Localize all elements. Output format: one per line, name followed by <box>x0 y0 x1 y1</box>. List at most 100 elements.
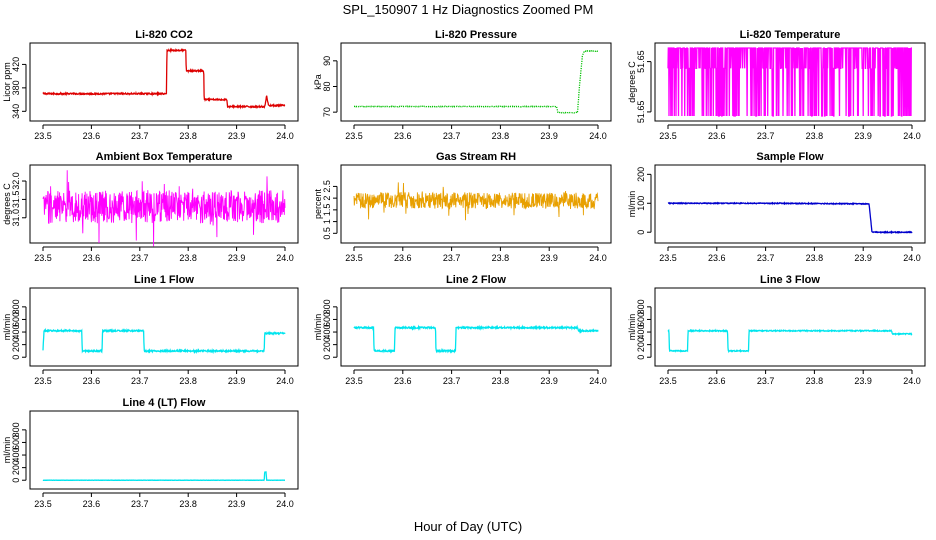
series-line-1 <box>42 170 286 247</box>
panel-4: Ambient Box Temperature degrees C 23.5 23.6… <box>2 151 299 263</box>
series-line-1 <box>354 49 598 115</box>
panel-title: Li-820 Pressure <box>435 29 517 41</box>
x-tick-label: 23.9 <box>540 253 558 263</box>
x-tick-label: 23.9 <box>854 131 872 141</box>
y-tick-label: 31.5 <box>11 191 21 209</box>
panel-title: Ambient Box Temperature <box>96 151 233 163</box>
y-tick-label: 800 <box>322 299 332 314</box>
y-tick-label: 200 <box>636 167 646 182</box>
x-tick-label: 23.5 <box>34 253 52 263</box>
x-tick-label: 23.6 <box>708 131 726 141</box>
x-tick-label: 23.6 <box>83 253 101 263</box>
y-tick-label: 600 <box>636 312 646 327</box>
x-tick-label: 23.7 <box>757 131 775 141</box>
x-tick-label: 23.7 <box>443 253 461 263</box>
plot-frame <box>29 42 299 122</box>
x-tick-label: 23.7 <box>131 131 149 141</box>
x-tick-label: 24.0 <box>589 376 607 386</box>
series-line-1 <box>667 328 913 354</box>
panel-3: Li-820 Temperature degrees C 23.5 23.6 23.7 2… <box>627 29 926 141</box>
panel-10: Line 4 (LT) Flow ml/min 23.5 23.6 23.7 23.8 23… <box>2 397 299 509</box>
panel-title: Li-820 CO2 <box>135 29 192 41</box>
y-tick-label: 51.65 <box>636 101 646 124</box>
y-tick-label: 600 <box>11 312 21 327</box>
x-tick-label: 23.8 <box>179 253 197 263</box>
y-tick-label: 2.5 <box>322 180 332 193</box>
x-tick-label: 23.5 <box>34 376 52 386</box>
x-tick-label: 23.8 <box>492 131 510 141</box>
y-tick-label: 420 <box>11 57 21 72</box>
panel-2: Li-820 Pressure kPa 23.5 23.6 23.7 23.8 23.9 24… <box>313 29 612 141</box>
y-tick-label: 100 <box>636 196 646 211</box>
series-line-1 <box>42 471 285 482</box>
x-tick-label: 24.0 <box>903 131 921 141</box>
panel-8: Line 2 Flow ml/min 23.5 23.6 23.7 23.8 23.9 24.… <box>313 274 612 386</box>
plot-frame <box>654 287 926 367</box>
x-tick-label: 23.9 <box>228 376 246 386</box>
panel-5: Gas Stream RH percent 23.5 23.6 23.7 23.8 23.9… <box>313 151 612 263</box>
panel-title: Line 4 (LT) Flow <box>123 397 206 409</box>
x-tick-label: 23.7 <box>757 376 775 386</box>
panel-1: Li-820 CO2 Licor ppm 23.5 23.6 23.7 23.8 23.9 2… <box>2 29 299 141</box>
plot-frame <box>29 164 299 244</box>
x-tick-label: 24.0 <box>276 131 294 141</box>
y-tick-label: 80 <box>322 81 332 91</box>
x-tick-label: 23.7 <box>757 253 775 263</box>
y-tick-label: 200 <box>11 337 21 352</box>
x-tick-label: 23.6 <box>83 499 101 509</box>
figure-xlabel: Hour of Day (UTC) <box>414 519 522 534</box>
plot-frame <box>654 42 926 122</box>
y-tick-label: 800 <box>636 299 646 314</box>
series-line-1 <box>353 324 599 354</box>
x-tick-label: 23.6 <box>394 376 412 386</box>
y-axis-label: ml/min <box>313 314 323 341</box>
plot-frame <box>654 164 926 244</box>
y-tick-label: 200 <box>11 460 21 475</box>
series-line-1 <box>42 327 286 355</box>
x-tick-label: 23.5 <box>345 131 363 141</box>
y-axis-label: degrees C <box>627 61 637 103</box>
y-tick-label: 400 <box>11 448 21 463</box>
x-tick-label: 23.6 <box>394 131 412 141</box>
plot-frame <box>29 410 299 490</box>
x-tick-label: 23.9 <box>228 499 246 509</box>
x-tick-label: 24.0 <box>276 253 294 263</box>
panel-7: Line 1 Flow ml/min 23.5 23.6 23.7 23.8 23.9 24.… <box>2 274 299 386</box>
x-tick-label: 23.7 <box>131 499 149 509</box>
x-tick-label: 23.5 <box>34 131 52 141</box>
series-line-1 <box>667 201 913 235</box>
x-tick-label: 24.0 <box>903 253 921 263</box>
x-tick-label: 23.6 <box>83 376 101 386</box>
x-tick-label: 23.5 <box>659 376 677 386</box>
y-tick-label: 32.0 <box>11 172 21 190</box>
y-tick-label: 380 <box>11 80 21 95</box>
x-tick-label: 24.0 <box>276 376 294 386</box>
plot-frame <box>340 164 612 244</box>
y-tick-label: 0 <box>636 230 646 235</box>
x-tick-label: 23.8 <box>806 376 824 386</box>
y-tick-label: 200 <box>322 337 332 352</box>
x-tick-label: 23.9 <box>540 131 558 141</box>
y-tick-label: 0 <box>11 355 21 360</box>
y-tick-label: 800 <box>11 422 21 437</box>
plot-frame <box>29 287 299 367</box>
y-tick-label: 51.65 <box>636 50 646 73</box>
y-tick-label: 0 <box>11 478 21 483</box>
x-tick-label: 23.8 <box>806 253 824 263</box>
x-tick-label: 23.5 <box>345 253 363 263</box>
panel-6: Sample Flow ml/min 23.5 23.6 23.7 23.8 23.9 24.… <box>627 151 926 263</box>
y-tick-label: 31.0 <box>11 209 21 227</box>
panel-title: Li-820 Temperature <box>740 29 841 41</box>
y-tick-label: 2 <box>322 196 332 201</box>
y-tick-label: 1.5 <box>322 204 332 217</box>
y-axis-label: kPa <box>313 74 323 90</box>
y-tick-label: 70 <box>322 107 332 117</box>
plot-frame <box>340 287 612 367</box>
x-tick-label: 23.5 <box>659 131 677 141</box>
y-tick-label: 0.5 <box>322 227 332 240</box>
y-axis-label: degrees C <box>2 183 12 225</box>
y-tick-label: 1 <box>322 219 332 224</box>
y-tick-label: 400 <box>322 325 332 340</box>
x-tick-label: 23.9 <box>540 376 558 386</box>
